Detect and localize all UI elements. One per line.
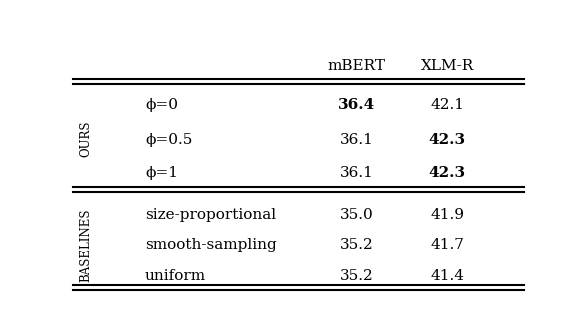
Text: 35.0: 35.0 <box>340 208 374 222</box>
Text: 35.2: 35.2 <box>340 238 374 252</box>
Text: BASELINES: BASELINES <box>80 209 93 282</box>
Text: 36.4: 36.4 <box>338 98 375 112</box>
Text: XLM-R: XLM-R <box>421 59 474 73</box>
Text: 41.9: 41.9 <box>430 208 464 222</box>
Text: 42.3: 42.3 <box>428 133 466 147</box>
Text: 41.4: 41.4 <box>430 269 464 282</box>
Text: uniform: uniform <box>145 269 206 282</box>
Text: ϕ=0.5: ϕ=0.5 <box>145 133 192 147</box>
Text: smooth-sampling: smooth-sampling <box>145 238 276 252</box>
Text: ϕ=1: ϕ=1 <box>145 166 178 180</box>
Text: ϕ=0: ϕ=0 <box>145 98 178 112</box>
Text: 42.1: 42.1 <box>430 98 464 112</box>
Text: 42.3: 42.3 <box>428 166 466 180</box>
Text: 41.7: 41.7 <box>430 238 464 252</box>
Text: mBERT: mBERT <box>328 59 386 73</box>
Text: 36.1: 36.1 <box>340 133 374 147</box>
Text: 36.1: 36.1 <box>340 166 374 180</box>
Text: 35.2: 35.2 <box>340 269 374 282</box>
Text: size-proportional: size-proportional <box>145 208 276 222</box>
Text: OURS: OURS <box>80 121 93 157</box>
